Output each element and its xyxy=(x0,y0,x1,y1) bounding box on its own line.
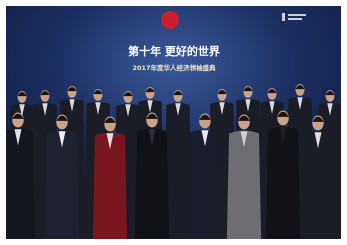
sponsor-logo-text xyxy=(288,18,302,20)
body xyxy=(227,131,262,245)
body xyxy=(188,130,223,245)
sponsor-logo xyxy=(282,13,285,21)
sponsor-logo-text xyxy=(288,14,306,16)
group-of-people xyxy=(1,84,344,245)
page: 第十年 更好的世界 2017年度华人经济领袖盛典 (() => { const … xyxy=(0,0,347,245)
screen-subtitle: 2017年度华人经济领袖盛典 xyxy=(132,63,216,72)
body xyxy=(45,131,80,245)
body xyxy=(135,129,170,245)
photo: 第十年 更好的世界 2017年度华人经济领袖盛典 xyxy=(0,0,347,245)
scene: 第十年 更好的世界 2017年度华人经济领袖盛典 xyxy=(1,6,344,245)
screen-title: 第十年 更好的世界 xyxy=(128,44,220,58)
body xyxy=(301,132,336,245)
body xyxy=(266,127,301,245)
logo xyxy=(161,11,179,29)
body xyxy=(93,133,128,245)
